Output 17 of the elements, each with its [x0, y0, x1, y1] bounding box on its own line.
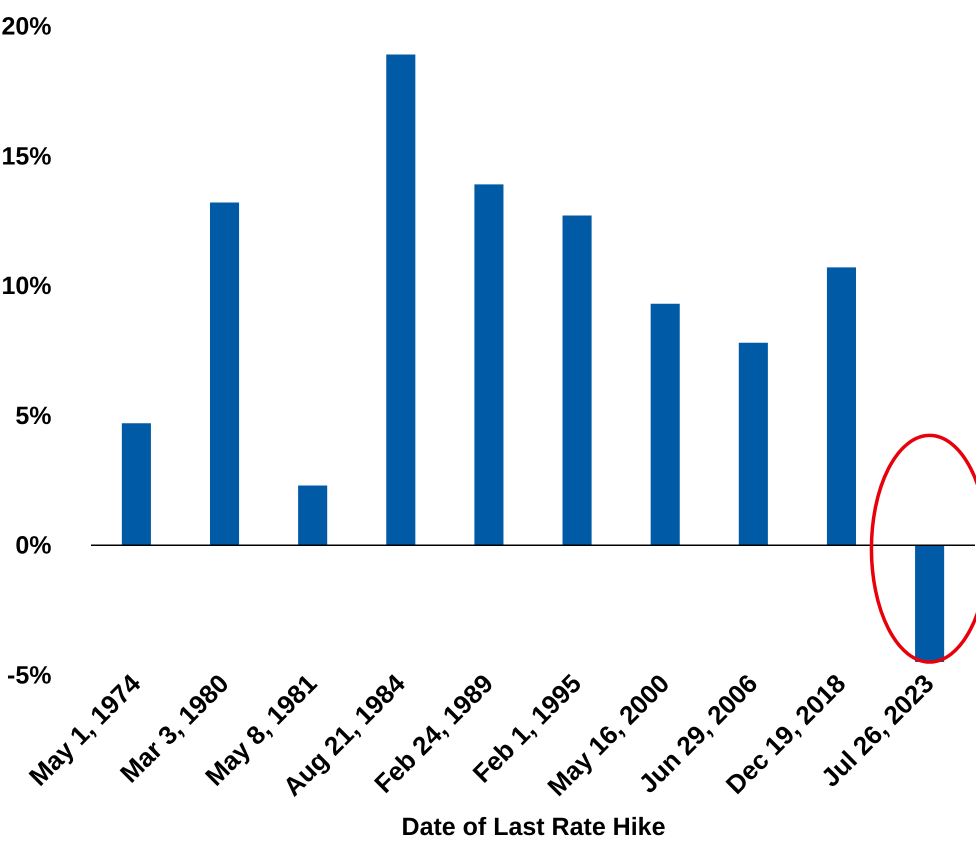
y-tick-label: 5%: [15, 402, 52, 430]
y-tick-label: 20%: [1, 12, 52, 40]
bar: [386, 54, 416, 546]
y-tick-label: 15%: [1, 142, 52, 170]
bar: [474, 184, 504, 546]
bar: [210, 202, 240, 546]
x-axis-title: Date of Last Rate Hike: [402, 813, 666, 842]
bar: [562, 216, 592, 546]
bar: [738, 342, 768, 546]
y-tick-label: -5%: [7, 662, 52, 690]
bar: [298, 485, 328, 546]
y-tick-label: 10%: [1, 272, 52, 300]
bar: [650, 304, 680, 546]
bar: [122, 423, 151, 546]
bar: [826, 267, 856, 546]
bar: [915, 545, 944, 662]
y-tick-label: 0%: [15, 532, 52, 560]
